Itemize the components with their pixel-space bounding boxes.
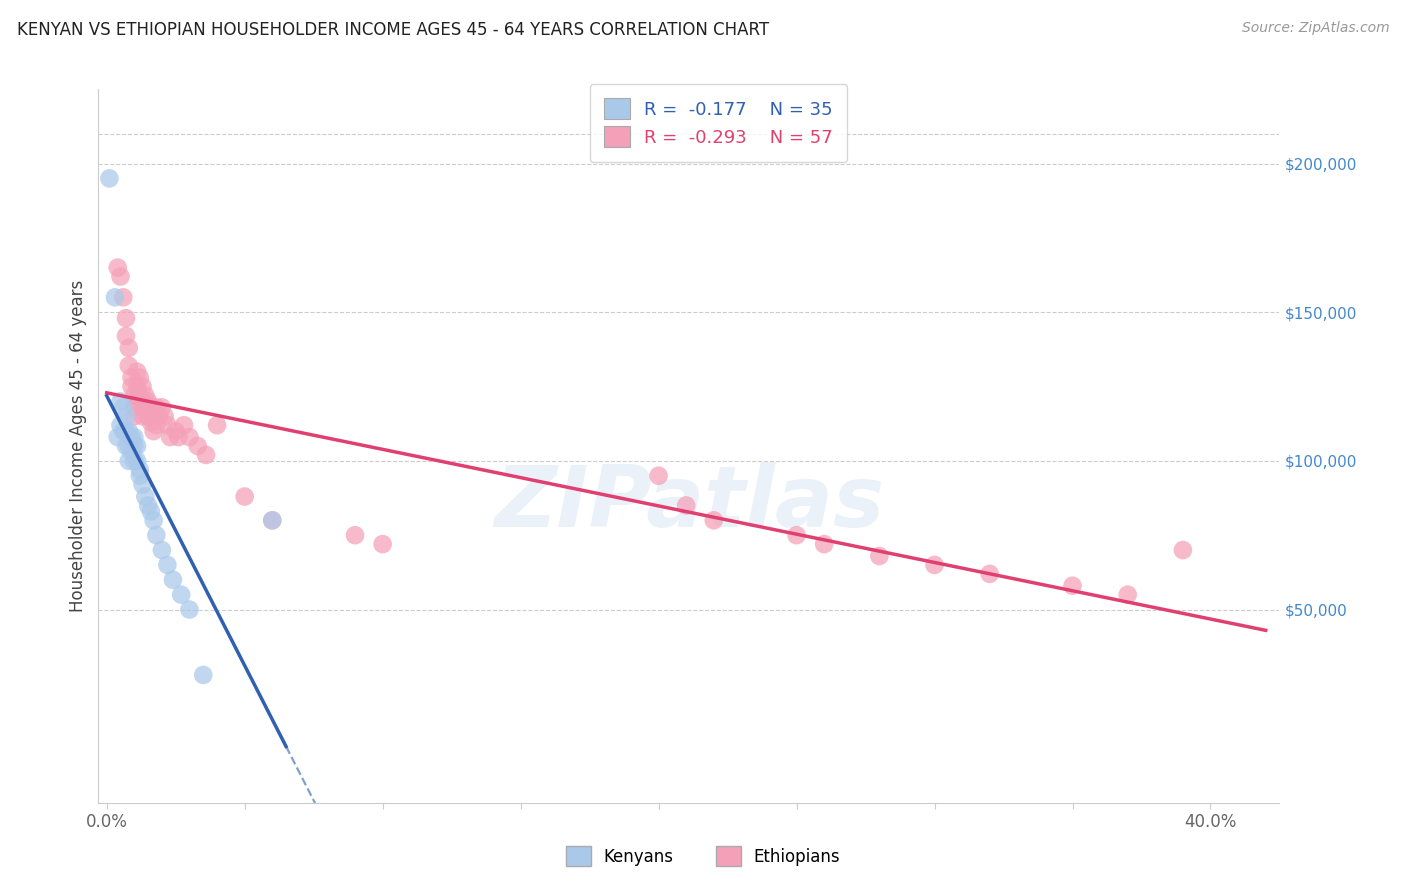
Legend: Kenyans, Ethiopians: Kenyans, Ethiopians [558,839,848,873]
Point [136,499,159,513]
Point [131,477,153,491]
Point [110,269,132,284]
Point [205,418,228,433]
Point [179,430,201,444]
Point [868,549,890,563]
Point [136,394,159,409]
Point [107,260,129,275]
Point [124,430,146,444]
Point [647,468,669,483]
Point [145,418,167,433]
Point [134,490,156,504]
Point [107,430,129,444]
Point [187,439,209,453]
Point [118,341,141,355]
Point [124,401,146,415]
Point [110,418,132,433]
Point [115,409,138,424]
Point [125,454,148,468]
Point [121,370,143,384]
Point [195,448,218,462]
Point [1171,543,1194,558]
Legend: R =  -0.177    N = 35, R =  -0.293    N = 57: R = -0.177 N = 35, R = -0.293 N = 57 [589,84,848,161]
Point [371,537,394,551]
Point [142,424,165,438]
Point [193,668,215,682]
Point [139,504,162,518]
Point [131,409,153,424]
Point [150,543,173,558]
Point [121,379,143,393]
Point [131,394,153,409]
Point [121,430,143,444]
Point [124,439,146,453]
Point [262,513,284,527]
Point [233,490,256,504]
Point [118,454,141,468]
Text: ZIPatlas: ZIPatlas [494,461,884,545]
Point [173,418,195,433]
Point [125,439,148,453]
Point [128,370,150,384]
Point [179,602,201,616]
Point [142,409,165,424]
Point [170,588,193,602]
Point [128,388,150,402]
Point [344,528,367,542]
Point [167,430,190,444]
Text: Source: ZipAtlas.com: Source: ZipAtlas.com [1241,21,1389,35]
Point [813,537,835,551]
Point [131,379,153,393]
Point [786,528,808,542]
Point [121,445,143,459]
Point [156,418,179,433]
Point [128,463,150,477]
Point [1116,588,1139,602]
Point [156,558,179,572]
Point [139,415,162,429]
Point [98,171,121,186]
Point [125,394,148,409]
Point [703,513,725,527]
Point [124,454,146,468]
Point [118,439,141,453]
Point [112,424,135,438]
Point [110,394,132,409]
Point [134,401,156,415]
Point [118,424,141,438]
Point [136,409,159,424]
Point [159,430,181,444]
Point [924,558,946,572]
Point [112,401,135,415]
Point [162,573,184,587]
Point [139,401,162,415]
Point [124,388,146,402]
Point [1062,579,1084,593]
Point [125,365,148,379]
Point [115,329,138,343]
Point [165,424,187,438]
Point [979,566,1001,581]
Point [134,388,156,402]
Y-axis label: Householder Income Ages 45 - 64 years: Householder Income Ages 45 - 64 years [69,280,87,612]
Point [142,513,165,527]
Point [153,409,176,424]
Point [128,468,150,483]
Point [124,409,146,424]
Point [115,311,138,326]
Point [148,409,170,424]
Point [145,528,167,542]
Point [115,424,138,438]
Text: KENYAN VS ETHIOPIAN HOUSEHOLDER INCOME AGES 45 - 64 YEARS CORRELATION CHART: KENYAN VS ETHIOPIAN HOUSEHOLDER INCOME A… [17,21,769,38]
Point [125,379,148,393]
Point [262,513,284,527]
Point [150,401,173,415]
Point [104,290,127,304]
Point [675,499,697,513]
Point [118,359,141,373]
Point [115,439,138,453]
Point [112,290,135,304]
Point [145,401,167,415]
